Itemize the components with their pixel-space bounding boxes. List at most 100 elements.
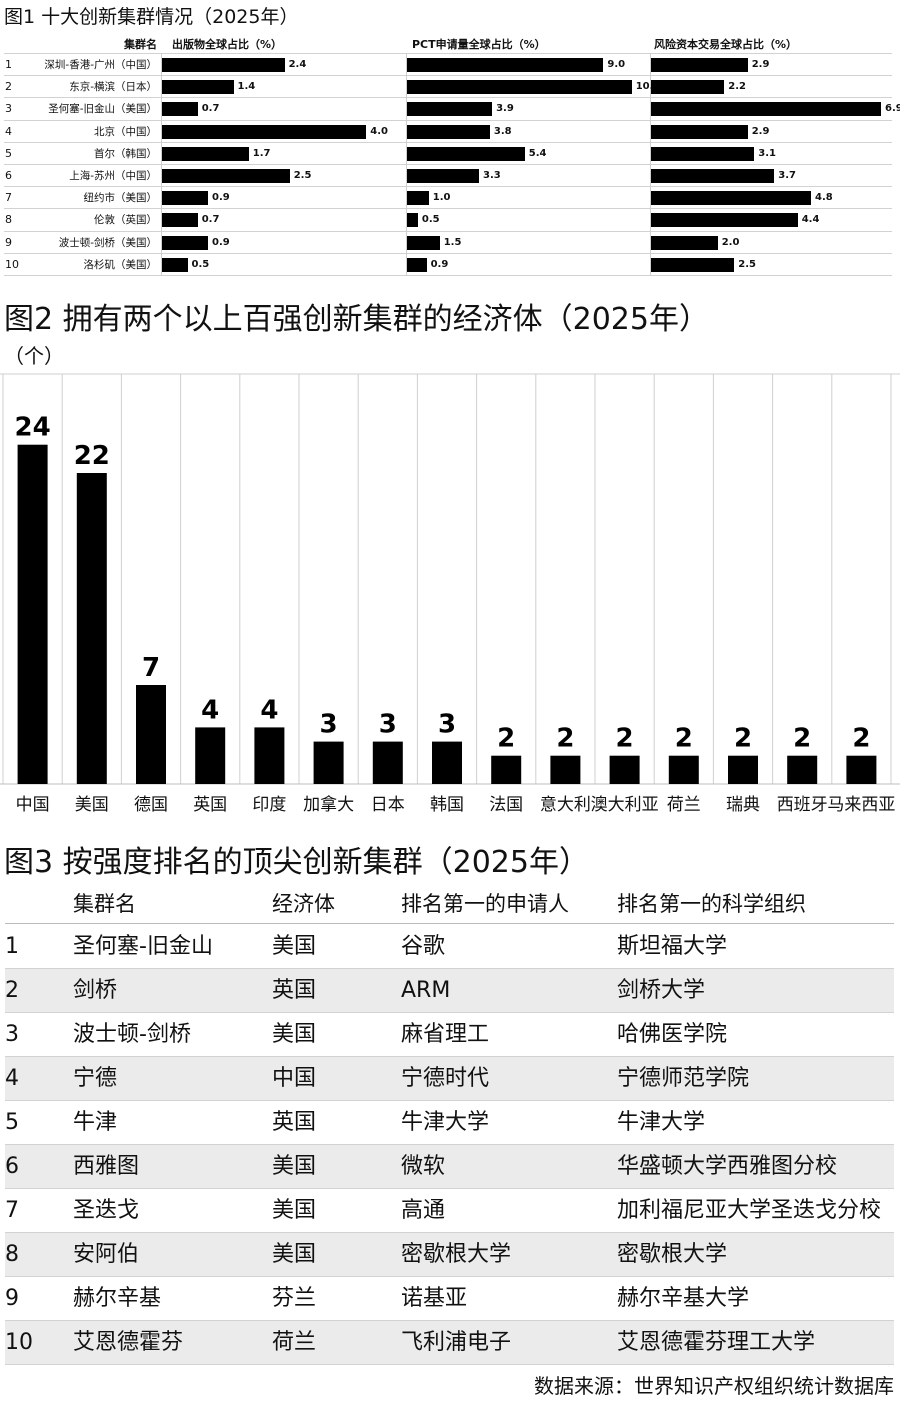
- table-cell-organization: 剑桥大学: [617, 978, 706, 1003]
- figure2-bar: [787, 755, 818, 784]
- figure1-row-divider: [4, 275, 892, 276]
- table-cell-applicant: 微软: [401, 1154, 446, 1179]
- figure1-title: 图1 十大创新集群情况（2025年）: [4, 6, 299, 28]
- figure1-cluster-name: 波士顿-剑桥（美国）: [58, 236, 157, 249]
- table-cell-rank: 2: [5, 978, 19, 1003]
- figure1-row-divider: [4, 231, 892, 232]
- figure1-value-label: 0.5: [421, 214, 440, 226]
- figure1-row-divider: [4, 97, 892, 98]
- figure2-bar: [432, 741, 462, 784]
- table-cell-organization: 赫尔辛基大学: [617, 1286, 750, 1311]
- figure1-bar: [651, 257, 735, 272]
- figure1-header-venture: 风险资本交易全球占比（%）: [654, 38, 798, 51]
- table-cell-rank: 4: [5, 1066, 19, 1091]
- table-cell-organization: 斯坦福大学: [617, 934, 728, 959]
- figure2-bar: [668, 755, 699, 784]
- figure1-header-publications: 出版物全球占比（%）: [172, 38, 283, 51]
- table-cell-rank: 9: [5, 1286, 19, 1311]
- figure3-header-applicant: 排名第一的申请人: [401, 892, 569, 916]
- figure1-bar: [407, 191, 429, 206]
- figure1-bar: [162, 213, 198, 228]
- figure1-value-label: 10.3: [635, 81, 661, 93]
- table-cell-rank: 6: [5, 1154, 19, 1179]
- figure2-value-label: 2: [675, 724, 693, 754]
- table-row-divider: [5, 1100, 894, 1101]
- figure1-bar: [162, 102, 198, 117]
- figure1-value-label: 4.8: [815, 192, 833, 204]
- figure1-value-label: 1.7: [252, 147, 271, 159]
- figure1-row-divider: [4, 186, 892, 187]
- figure3-header-economy: 经济体: [272, 892, 335, 916]
- figure1-cluster-name: 圣何塞-旧金山（美国）: [48, 103, 157, 116]
- figure1-bar: [651, 80, 725, 95]
- figure1-value-label: 1.0: [432, 192, 451, 204]
- figure1-value-label: 0.7: [201, 214, 220, 226]
- figure1-value-label: 0.9: [212, 236, 230, 248]
- table-cell-economy: 美国: [272, 934, 317, 959]
- table-cell-cluster: 圣何塞-旧金山: [73, 934, 213, 959]
- table-cell-rank: 10: [5, 1330, 33, 1355]
- figure1-value-label: 3.9: [496, 103, 514, 115]
- figure2-bar: [76, 473, 107, 784]
- table-cell-applicant: 谷歌: [401, 934, 446, 959]
- figure1-rank: 2: [5, 80, 12, 94]
- figure2-bar: [609, 755, 640, 784]
- table-cell-economy: 英国: [272, 978, 317, 1003]
- figure1-value-label: 4.0: [370, 125, 389, 137]
- table-cell-organization: 加利福尼亚大学圣迭戈分校: [617, 1198, 882, 1223]
- figure2-category-label: 韩国: [430, 795, 464, 815]
- table-cell-applicant: 麻省理工: [401, 1022, 490, 1047]
- table-cell-applicant: 密歇根大学: [401, 1242, 512, 1267]
- figure1-bar: [651, 146, 755, 161]
- table-cell-economy: 中国: [272, 1066, 317, 1091]
- table-cell-rank: 8: [5, 1242, 19, 1267]
- figure3-header-divider: [5, 923, 894, 924]
- figure1-value-label: 3.7: [778, 170, 797, 181]
- figure1-bar: [407, 169, 479, 183]
- table-cell-economy: 荷兰: [272, 1330, 317, 1355]
- figure1-panel-axis: [650, 53, 651, 275]
- figure1-value-label: 2.5: [293, 170, 312, 181]
- table-row: [5, 1145, 894, 1189]
- table-cell-organization: 牛津大学: [617, 1110, 706, 1135]
- table-cell-rank: 7: [5, 1198, 19, 1223]
- table-row-divider: [5, 1364, 894, 1365]
- figure2-bar: [372, 741, 403, 784]
- figure1-bar: [651, 124, 748, 139]
- table-cell-cluster: 牛津: [73, 1110, 118, 1135]
- figure1-value-label: 0.7: [201, 103, 220, 115]
- figure2-value-label: 4: [201, 695, 219, 725]
- figure1-value-label: 0.9: [430, 258, 449, 270]
- figure1-value-label: 2.2: [728, 81, 747, 93]
- figure2-bar: [313, 741, 344, 784]
- figure1-cluster-name: 上海-苏州（中国）: [69, 170, 157, 182]
- figure1-value-label: 0.9: [212, 192, 230, 204]
- figure1-header-cluster: 集群名: [124, 38, 157, 51]
- figure1-rank: 8: [5, 213, 12, 227]
- figure1-value-label: 2.9: [751, 59, 770, 70]
- figure2-bar: [550, 755, 581, 784]
- figure2-category-label: 德国: [134, 795, 168, 815]
- figure1-bar: [651, 191, 811, 206]
- figure1-bar: [651, 58, 748, 72]
- figure1-cluster-name: 北京（中国）: [94, 125, 157, 138]
- figure2-bar: [17, 444, 48, 784]
- figure2-unit-label: （个）: [4, 344, 64, 368]
- table-cell-economy: 美国: [272, 1242, 317, 1267]
- figure1-bar: [407, 257, 427, 272]
- figure2-bar: [846, 755, 877, 784]
- figure1-bar: [162, 191, 208, 206]
- figure1-value-label: 6.9: [885, 103, 900, 115]
- figure2-value-label: 24: [15, 413, 51, 443]
- figure2-category-label: 美国: [75, 795, 109, 815]
- figure2-value-label: 3: [438, 710, 456, 740]
- figure1-value-label: 2.0: [721, 236, 740, 248]
- figure1-rank: 5: [5, 146, 12, 160]
- figure2-value-label: 4: [260, 695, 278, 725]
- figure1-cluster-name: 深圳-香港-广州（中国）: [44, 59, 157, 71]
- figure1-rank: 7: [5, 191, 12, 205]
- figure2-value-label: 2: [793, 724, 811, 754]
- figure1-bar: [651, 169, 775, 183]
- table-cell-organization: 宁德师范学院: [617, 1066, 750, 1091]
- figure1-panel-axis: [161, 53, 162, 275]
